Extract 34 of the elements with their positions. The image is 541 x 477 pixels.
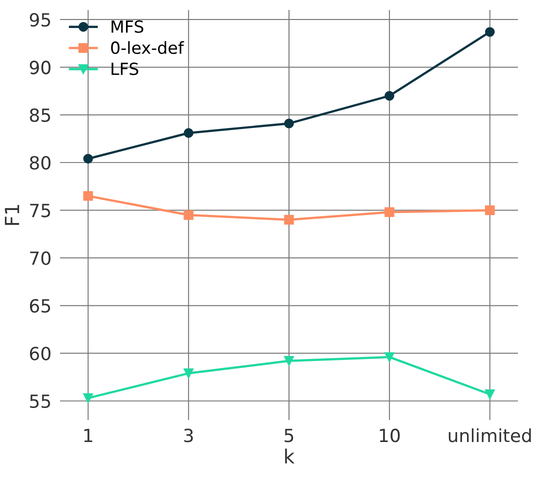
point: [83, 393, 93, 403]
y-tick-label: 95: [30, 12, 50, 27]
x-tick-label: 1: [84, 428, 92, 442]
point: [384, 90, 394, 101]
point: [83, 154, 93, 164]
point: [184, 128, 194, 138]
point: [284, 356, 294, 366]
point: [384, 352, 394, 362]
y-tick-label: 65: [30, 299, 50, 313]
y-tick-label: 90: [30, 60, 50, 74]
point: [284, 118, 294, 128]
legend-label: MFS: [112, 20, 144, 33]
point: [284, 214, 294, 225]
y-axis-title: F1: [4, 205, 20, 225]
point: [184, 210, 194, 220]
x-tick-label: unlimited: [448, 428, 531, 442]
y-tick-label: 80: [30, 156, 50, 170]
x-tick-label: 5: [284, 428, 294, 442]
y-tick-label: 85: [30, 108, 50, 122]
y-tick-label: 70: [30, 251, 50, 266]
point: [485, 389, 495, 400]
x-tick-label: 10: [380, 428, 400, 442]
y-tick-label: 60: [30, 346, 50, 360]
point: [485, 27, 495, 37]
legend-label: 0-lex-def: [111, 41, 184, 54]
point: [485, 205, 495, 216]
y-tick-label: 55: [30, 394, 50, 408]
point: [384, 207, 394, 217]
legend-label: LFS: [112, 62, 138, 76]
point: [83, 191, 93, 201]
x-tick-label: 3: [184, 428, 193, 442]
point: [184, 368, 194, 378]
x-axis-title: k: [285, 448, 295, 464]
y-tick-label: 75: [30, 204, 50, 218]
